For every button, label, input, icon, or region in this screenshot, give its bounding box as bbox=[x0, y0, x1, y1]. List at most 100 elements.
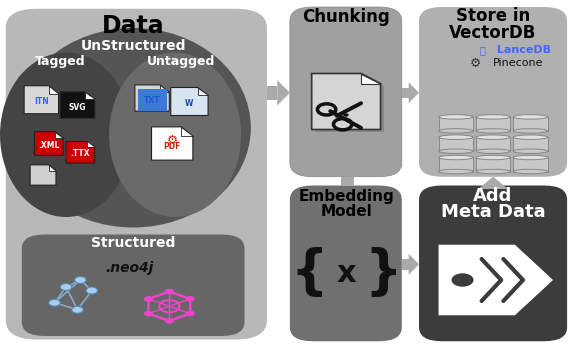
Polygon shape bbox=[409, 254, 419, 275]
Text: W: W bbox=[185, 99, 193, 108]
Text: .neo4j: .neo4j bbox=[105, 261, 153, 275]
Text: UnStructured: UnStructured bbox=[80, 38, 186, 52]
Ellipse shape bbox=[513, 115, 548, 119]
Text: Tagged: Tagged bbox=[35, 55, 86, 68]
Text: Add: Add bbox=[474, 187, 513, 205]
FancyBboxPatch shape bbox=[476, 158, 510, 172]
Text: VectorDB: VectorDB bbox=[449, 24, 537, 42]
Ellipse shape bbox=[439, 149, 473, 153]
FancyBboxPatch shape bbox=[22, 234, 245, 336]
Circle shape bbox=[165, 289, 174, 294]
Ellipse shape bbox=[476, 115, 510, 119]
FancyBboxPatch shape bbox=[439, 158, 473, 172]
Text: PDF: PDF bbox=[164, 142, 181, 150]
Polygon shape bbox=[30, 165, 56, 185]
FancyBboxPatch shape bbox=[439, 117, 473, 131]
Text: Data: Data bbox=[102, 14, 165, 38]
Text: {: { bbox=[290, 247, 328, 299]
Circle shape bbox=[72, 306, 83, 313]
FancyBboxPatch shape bbox=[290, 7, 402, 177]
FancyBboxPatch shape bbox=[341, 177, 354, 186]
Text: Structured: Structured bbox=[91, 236, 175, 250]
FancyBboxPatch shape bbox=[486, 186, 501, 189]
Ellipse shape bbox=[0, 52, 132, 217]
Text: Meta Data: Meta Data bbox=[441, 203, 545, 221]
FancyBboxPatch shape bbox=[419, 7, 567, 177]
Text: ⚙: ⚙ bbox=[470, 56, 481, 70]
Polygon shape bbox=[85, 92, 95, 99]
Polygon shape bbox=[160, 85, 169, 92]
Ellipse shape bbox=[439, 135, 473, 139]
Text: ITN: ITN bbox=[34, 98, 49, 106]
Text: Store in: Store in bbox=[456, 7, 530, 25]
FancyBboxPatch shape bbox=[419, 186, 567, 341]
Ellipse shape bbox=[476, 135, 510, 139]
Ellipse shape bbox=[15, 28, 251, 228]
Polygon shape bbox=[171, 88, 208, 116]
Polygon shape bbox=[34, 132, 63, 155]
Ellipse shape bbox=[513, 135, 548, 139]
Ellipse shape bbox=[513, 169, 548, 174]
Polygon shape bbox=[135, 85, 169, 111]
Polygon shape bbox=[60, 92, 95, 118]
Text: Pinecone: Pinecone bbox=[493, 58, 544, 68]
Circle shape bbox=[452, 273, 474, 287]
Ellipse shape bbox=[476, 149, 510, 153]
Polygon shape bbox=[312, 74, 381, 130]
Polygon shape bbox=[49, 165, 56, 170]
Circle shape bbox=[144, 296, 153, 302]
Ellipse shape bbox=[109, 52, 241, 217]
Polygon shape bbox=[197, 88, 208, 95]
Circle shape bbox=[75, 276, 86, 284]
Ellipse shape bbox=[476, 129, 510, 133]
Text: TXT: TXT bbox=[144, 96, 160, 105]
Ellipse shape bbox=[439, 169, 473, 174]
Polygon shape bbox=[49, 86, 59, 93]
Text: LanceDB: LanceDB bbox=[493, 45, 551, 55]
FancyBboxPatch shape bbox=[402, 88, 409, 98]
Text: Embedding: Embedding bbox=[298, 189, 394, 203]
FancyBboxPatch shape bbox=[6, 9, 267, 340]
Polygon shape bbox=[361, 74, 381, 84]
Circle shape bbox=[185, 296, 195, 302]
FancyBboxPatch shape bbox=[290, 186, 402, 341]
Ellipse shape bbox=[513, 155, 548, 160]
Polygon shape bbox=[55, 132, 63, 138]
FancyBboxPatch shape bbox=[439, 137, 473, 151]
Text: Chunking: Chunking bbox=[302, 8, 390, 27]
Text: Untagged: Untagged bbox=[146, 55, 215, 68]
FancyBboxPatch shape bbox=[513, 137, 548, 151]
Circle shape bbox=[144, 311, 153, 316]
FancyBboxPatch shape bbox=[513, 117, 548, 131]
Ellipse shape bbox=[513, 149, 548, 153]
FancyBboxPatch shape bbox=[476, 137, 510, 151]
Ellipse shape bbox=[439, 115, 473, 119]
Polygon shape bbox=[24, 86, 59, 114]
Circle shape bbox=[343, 113, 348, 117]
Text: ⚙: ⚙ bbox=[166, 133, 178, 147]
FancyBboxPatch shape bbox=[267, 86, 277, 100]
Circle shape bbox=[165, 318, 174, 324]
Polygon shape bbox=[66, 141, 95, 163]
Ellipse shape bbox=[513, 129, 548, 133]
Polygon shape bbox=[409, 82, 419, 103]
Polygon shape bbox=[478, 177, 508, 189]
Ellipse shape bbox=[476, 169, 510, 174]
Polygon shape bbox=[439, 245, 553, 315]
Circle shape bbox=[49, 299, 60, 306]
Polygon shape bbox=[87, 141, 95, 147]
Polygon shape bbox=[315, 76, 384, 132]
Circle shape bbox=[86, 287, 98, 294]
Text: Model: Model bbox=[320, 204, 372, 219]
Circle shape bbox=[185, 311, 195, 316]
Circle shape bbox=[60, 284, 72, 290]
FancyBboxPatch shape bbox=[513, 158, 548, 172]
Text: ⬛: ⬛ bbox=[479, 45, 485, 55]
FancyBboxPatch shape bbox=[402, 259, 409, 270]
Text: }: } bbox=[364, 247, 402, 299]
Polygon shape bbox=[277, 80, 290, 105]
Text: .XML: .XML bbox=[38, 141, 60, 150]
FancyBboxPatch shape bbox=[476, 117, 510, 131]
Ellipse shape bbox=[476, 155, 510, 160]
Ellipse shape bbox=[439, 129, 473, 133]
